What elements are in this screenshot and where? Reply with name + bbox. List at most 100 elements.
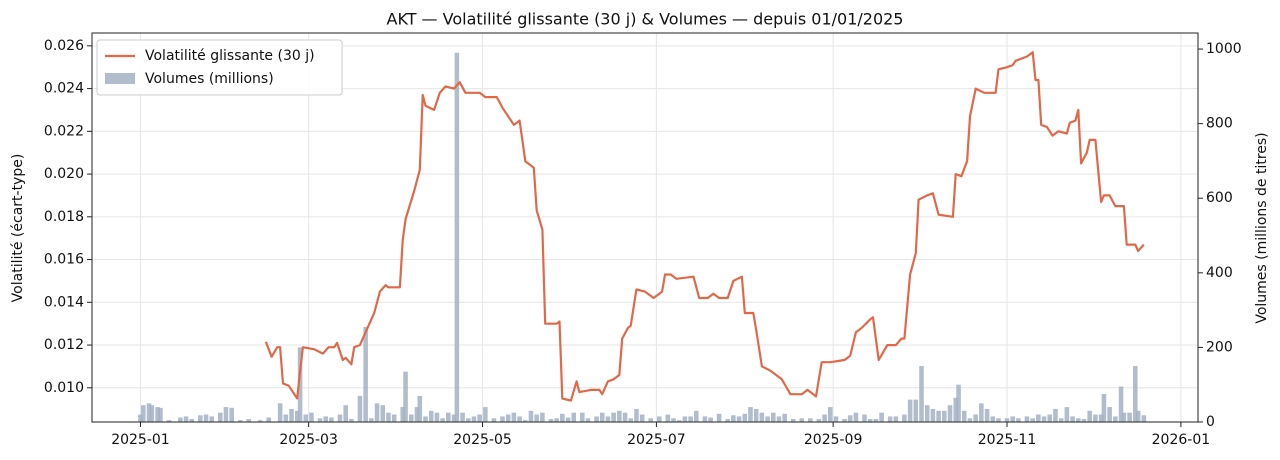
volume-bar: [1058, 418, 1064, 422]
volume-bar: [902, 414, 907, 422]
volume-bar: [1135, 410, 1141, 422]
volume-bar: [688, 416, 693, 422]
volume-bar: [209, 416, 215, 422]
volume-bar: [505, 414, 511, 422]
volume-bar: [1098, 414, 1104, 422]
y2-tick-label: 400: [1206, 265, 1233, 281]
volume-bar: [808, 418, 813, 422]
volume-bar: [1053, 408, 1058, 422]
volume-bar: [1127, 412, 1132, 422]
volume-bar: [257, 420, 263, 422]
volume-bar: [534, 414, 539, 422]
volume-bar: [246, 419, 252, 422]
volume-bar: [1093, 414, 1098, 422]
volume-bar: [759, 412, 765, 422]
volume-bar: [491, 418, 497, 422]
volume-bar: [665, 414, 671, 422]
volume-bar: [947, 405, 953, 422]
volume-bar: [283, 414, 289, 422]
volume-bar: [782, 413, 787, 422]
volume-bar: [266, 417, 272, 422]
volume-bar: [189, 419, 195, 422]
volume-bar: [1121, 412, 1127, 422]
volume-bar: [548, 419, 554, 422]
y-tick-label: 0.016: [44, 252, 84, 268]
volume-bar: [158, 407, 163, 422]
y2-tick-label: 1000: [1206, 41, 1242, 57]
volume-bar: [477, 414, 482, 422]
volume-bar: [465, 418, 471, 422]
volume-bar: [540, 412, 545, 422]
volume-bar: [303, 414, 309, 422]
volume-bar: [907, 399, 913, 422]
volume-bar: [953, 397, 958, 422]
volume-bar: [942, 410, 947, 422]
volume-bar: [294, 410, 300, 422]
volume-bar: [138, 414, 143, 422]
volume-bar: [822, 414, 827, 422]
volume-bar: [446, 412, 451, 422]
volume-bar: [1075, 418, 1081, 422]
y-tick-label: 0.010: [44, 380, 84, 396]
volume-bar: [790, 419, 796, 422]
volume-bar: [1118, 386, 1124, 422]
volume-bar: [363, 326, 368, 422]
volume-bar: [380, 405, 386, 422]
volume-bar: [217, 412, 223, 422]
volume-bar: [357, 395, 363, 422]
volume-bar: [930, 408, 936, 422]
volume-bar: [1041, 416, 1047, 422]
volume-bar: [1101, 394, 1107, 422]
chart-title: AKT — Volatilité glissante (30 j) & Volu…: [387, 10, 904, 29]
volume-bar: [417, 395, 423, 422]
x-tick-label: 2025-11: [978, 432, 1037, 448]
volume-bar: [996, 418, 1001, 422]
legend-swatch: [105, 73, 135, 84]
volume-bar: [770, 412, 776, 422]
volume-bar: [289, 408, 294, 422]
volume-bar: [682, 416, 688, 422]
volume-bar: [414, 407, 420, 422]
volume-bar: [731, 415, 736, 422]
volume-bar: [434, 412, 440, 422]
y-tick-label: 0.024: [44, 81, 84, 97]
volume-bar: [1024, 416, 1030, 422]
volume-bar: [990, 416, 996, 422]
volume-bar: [702, 416, 708, 422]
y-tick-label: 0.026: [44, 38, 84, 54]
y2-tick-label: 600: [1206, 190, 1233, 206]
volume-bar: [391, 414, 397, 422]
volume-bar: [223, 407, 229, 422]
volume-bar: [967, 418, 973, 422]
volume-bar: [676, 420, 682, 422]
volume-bar: [599, 412, 605, 422]
volume-bar: [893, 416, 899, 422]
volume-bar: [753, 408, 759, 422]
volume-bar: [1107, 407, 1112, 422]
volume-bar: [742, 413, 748, 422]
volume-bar: [454, 52, 460, 422]
volume-bar: [748, 407, 753, 422]
volume-bar: [483, 407, 488, 422]
volume-bar: [605, 416, 611, 422]
volume-bar: [369, 418, 374, 422]
volume-bar: [622, 412, 628, 422]
volume-bar: [1016, 418, 1021, 422]
volume-bar: [765, 416, 770, 422]
volatility-line: [264, 51, 1145, 402]
volume-bar: [913, 399, 919, 422]
legend-label: Volatilité glissante (30 j): [145, 48, 315, 64]
volume-bar: [656, 416, 662, 422]
volume-bar: [141, 405, 146, 422]
volume-bar: [833, 416, 839, 422]
volume-bar: [973, 414, 978, 422]
volume-bar: [237, 420, 243, 422]
volume-bar: [1081, 419, 1087, 422]
y-tick-label: 0.018: [44, 209, 84, 225]
volume-bar: [1070, 416, 1075, 422]
y-tick-label: 0.020: [44, 166, 84, 182]
volume-bar: [166, 420, 172, 422]
volume-bar: [374, 403, 380, 422]
volume-bar: [580, 412, 585, 422]
volume-bar: [1133, 366, 1138, 422]
